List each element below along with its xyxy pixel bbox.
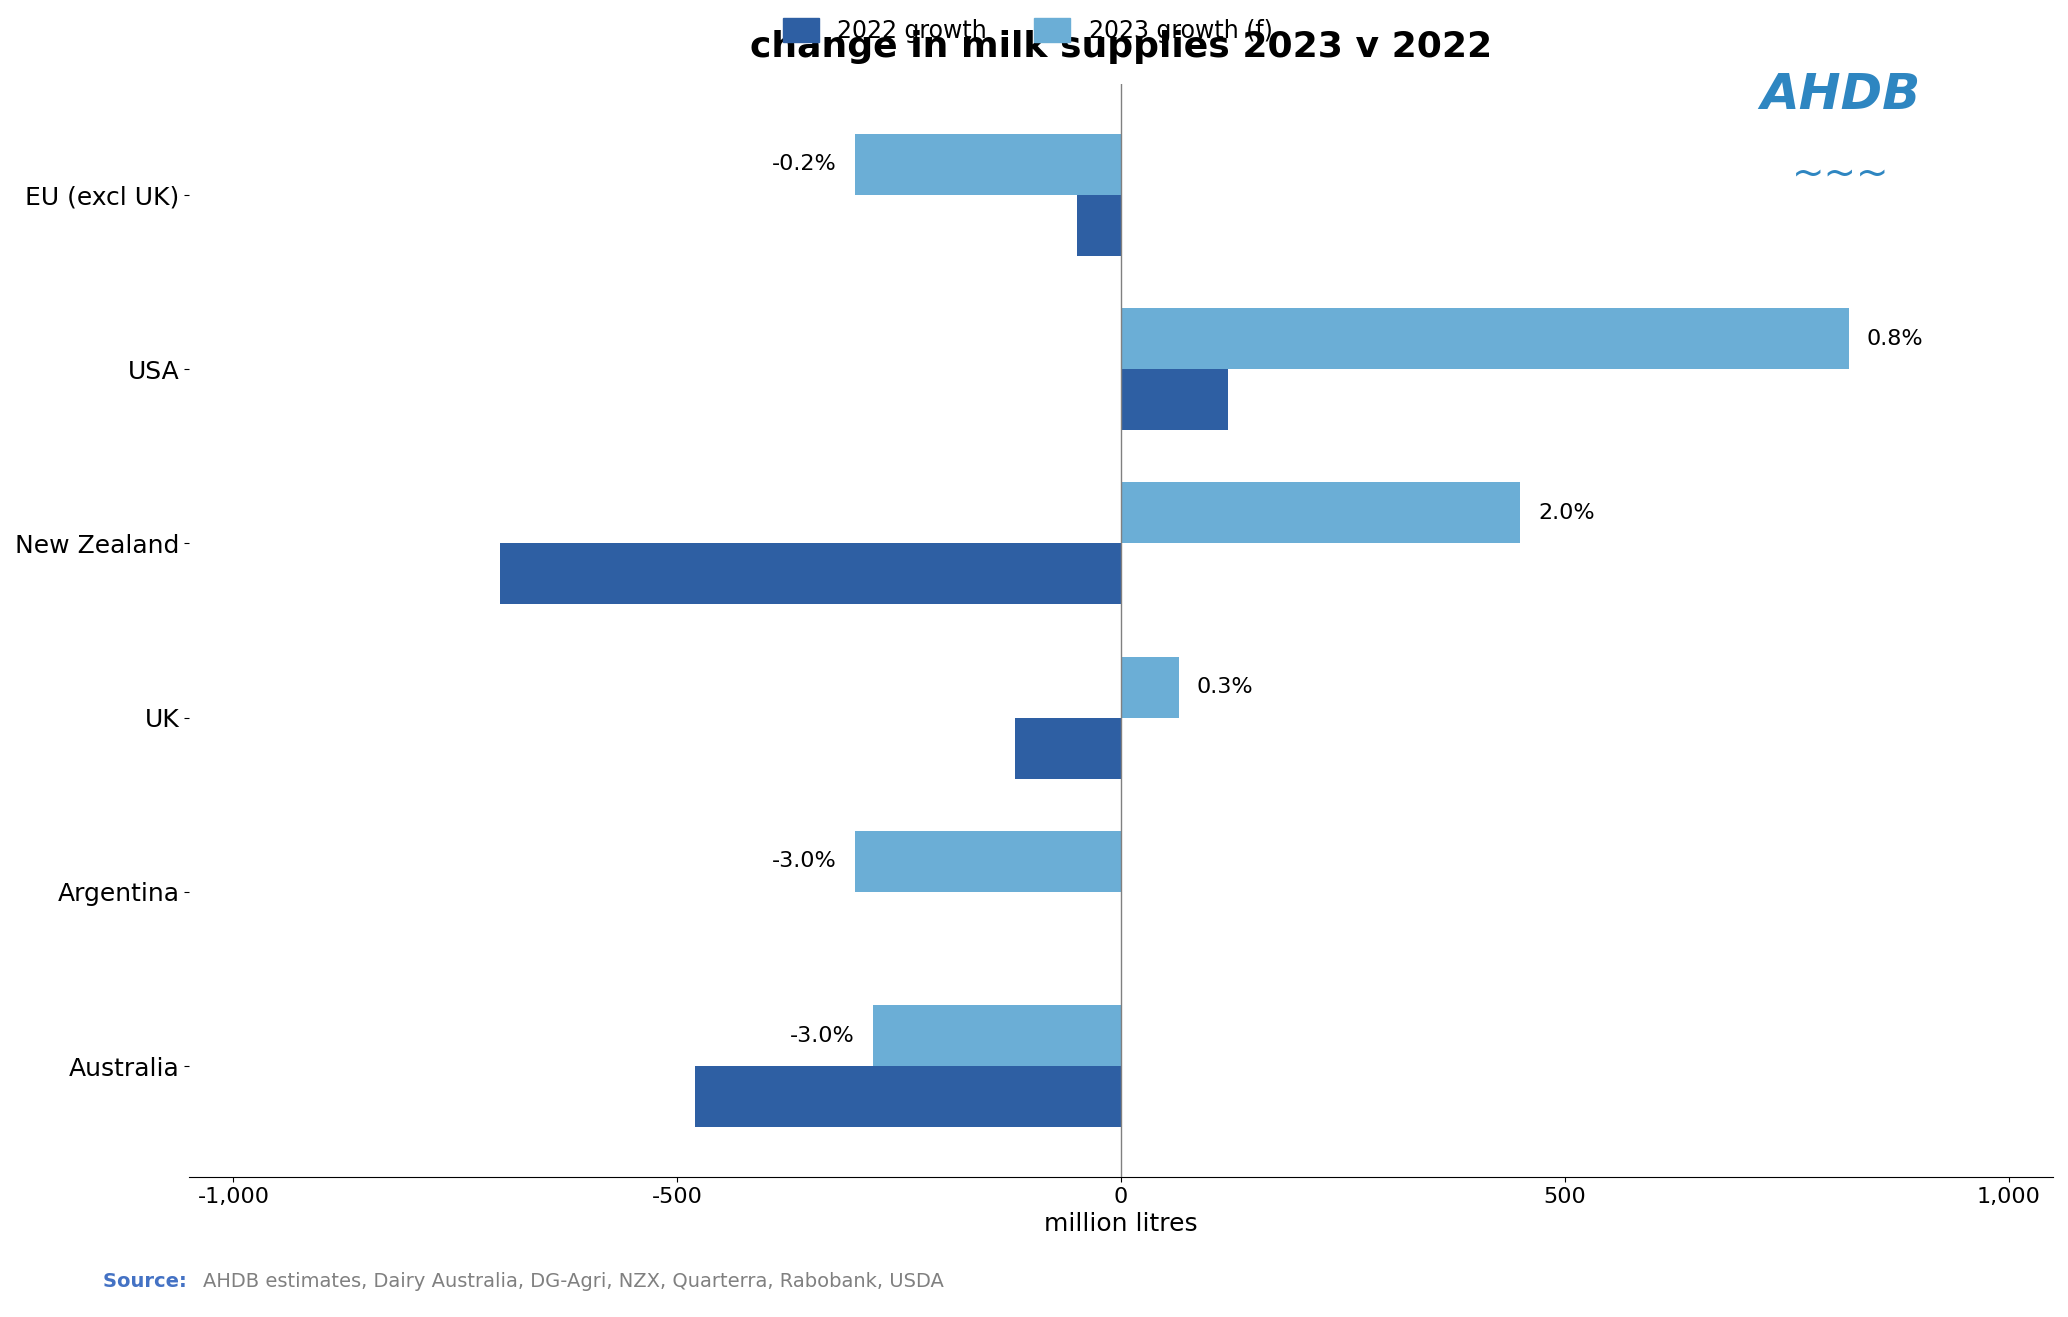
Bar — [854, 831, 1121, 892]
Text: -3.0%: -3.0% — [771, 852, 838, 872]
X-axis label: million litres: million litres — [1044, 1212, 1197, 1237]
Bar — [1121, 369, 1228, 431]
Text: AHDB: AHDB — [1760, 71, 1921, 119]
Bar — [1077, 195, 1121, 255]
Text: Source:: Source: — [103, 1272, 194, 1291]
Bar — [854, 134, 1121, 195]
Text: 0.3%: 0.3% — [1197, 677, 1253, 697]
Text: -3.0%: -3.0% — [790, 1026, 854, 1046]
Bar — [1015, 718, 1121, 778]
Bar — [1121, 657, 1179, 718]
Text: -0.2%: -0.2% — [771, 154, 838, 174]
Text: AHDB estimates, Dairy Australia, DG-Agri, NZX, Quarterra, Rabobank, USDA: AHDB estimates, Dairy Australia, DG-Agri… — [203, 1272, 943, 1291]
Legend: 2022 growth, 2023 growth (f): 2022 growth, 2023 growth (f) — [773, 9, 1282, 53]
Text: 2.0%: 2.0% — [1539, 503, 1594, 523]
Bar — [1121, 482, 1520, 544]
Title: change in milk supplies 2023 v 2022: change in milk supplies 2023 v 2022 — [751, 29, 1493, 63]
Bar — [873, 1005, 1121, 1067]
Text: ~~~: ~~~ — [1791, 155, 1890, 192]
Bar — [695, 1067, 1121, 1127]
Text: 0.8%: 0.8% — [1867, 329, 1923, 349]
Bar — [1121, 308, 1849, 369]
Bar — [500, 544, 1121, 605]
